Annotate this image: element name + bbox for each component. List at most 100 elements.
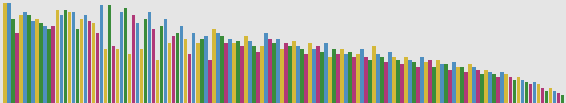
Bar <box>452 62 456 103</box>
Bar <box>204 36 208 103</box>
Bar <box>119 12 123 103</box>
Bar <box>244 36 247 103</box>
Bar <box>228 39 231 103</box>
Bar <box>140 49 143 103</box>
Bar <box>372 46 376 103</box>
Bar <box>192 33 195 103</box>
Bar <box>348 52 352 103</box>
Bar <box>252 46 256 103</box>
Bar <box>324 43 328 103</box>
Bar <box>421 57 424 103</box>
Bar <box>200 39 204 103</box>
Bar <box>23 12 27 103</box>
Bar <box>465 72 468 103</box>
Bar <box>32 21 35 103</box>
Bar <box>504 74 508 103</box>
Bar <box>288 46 291 103</box>
Bar <box>280 49 284 103</box>
Bar <box>176 33 179 103</box>
Bar <box>19 15 23 103</box>
Bar <box>292 41 295 103</box>
Bar <box>456 67 460 103</box>
Bar <box>517 77 520 103</box>
Bar <box>408 60 412 103</box>
Bar <box>115 49 119 103</box>
Bar <box>40 23 43 103</box>
Bar <box>7 3 11 103</box>
Bar <box>52 26 55 103</box>
Bar <box>340 49 344 103</box>
Bar <box>492 74 496 103</box>
Bar <box>112 46 115 103</box>
Bar <box>164 19 168 103</box>
Bar <box>417 67 420 103</box>
Bar <box>67 12 71 103</box>
Bar <box>148 12 151 103</box>
Bar <box>537 84 541 103</box>
Bar <box>529 84 532 103</box>
Bar <box>160 26 164 103</box>
Bar <box>156 60 160 103</box>
Bar <box>541 88 544 103</box>
Bar <box>260 46 264 103</box>
Bar <box>556 93 560 103</box>
Bar <box>336 54 340 103</box>
Bar <box>368 60 372 103</box>
Bar <box>168 43 171 103</box>
Bar <box>220 36 224 103</box>
Bar <box>100 5 103 103</box>
Bar <box>316 46 320 103</box>
Bar <box>123 8 127 103</box>
Bar <box>440 64 444 103</box>
Bar <box>276 39 280 103</box>
Bar <box>560 95 564 103</box>
Bar <box>533 82 536 103</box>
Bar <box>404 57 408 103</box>
Bar <box>469 64 472 103</box>
Bar <box>108 5 112 103</box>
Bar <box>473 67 476 103</box>
Bar <box>212 29 216 103</box>
Bar <box>284 43 288 103</box>
Bar <box>132 15 135 103</box>
Bar <box>424 62 428 103</box>
Bar <box>477 70 480 103</box>
Bar <box>128 54 131 103</box>
Bar <box>496 77 500 103</box>
Bar <box>304 54 308 103</box>
Bar <box>27 15 31 103</box>
Bar <box>544 91 548 103</box>
Bar <box>71 12 75 103</box>
Bar <box>144 19 147 103</box>
Bar <box>384 62 388 103</box>
Bar <box>344 54 348 103</box>
Bar <box>3 3 7 103</box>
Bar <box>360 49 364 103</box>
Bar <box>240 46 243 103</box>
Bar <box>84 15 87 103</box>
Bar <box>392 57 396 103</box>
Bar <box>436 60 440 103</box>
Bar <box>44 26 47 103</box>
Bar <box>232 43 235 103</box>
Bar <box>364 57 368 103</box>
Bar <box>208 60 212 103</box>
Bar <box>272 43 276 103</box>
Bar <box>512 80 516 103</box>
Bar <box>184 39 187 103</box>
Bar <box>92 23 95 103</box>
Bar <box>80 19 83 103</box>
Bar <box>88 21 91 103</box>
Bar <box>136 23 139 103</box>
Bar <box>268 39 272 103</box>
Bar <box>352 57 356 103</box>
Bar <box>59 15 63 103</box>
Bar <box>63 10 67 103</box>
Bar <box>548 88 552 103</box>
Bar <box>180 26 183 103</box>
Bar <box>256 52 260 103</box>
Bar <box>236 41 239 103</box>
Bar <box>428 60 432 103</box>
Bar <box>412 62 416 103</box>
Bar <box>171 36 175 103</box>
